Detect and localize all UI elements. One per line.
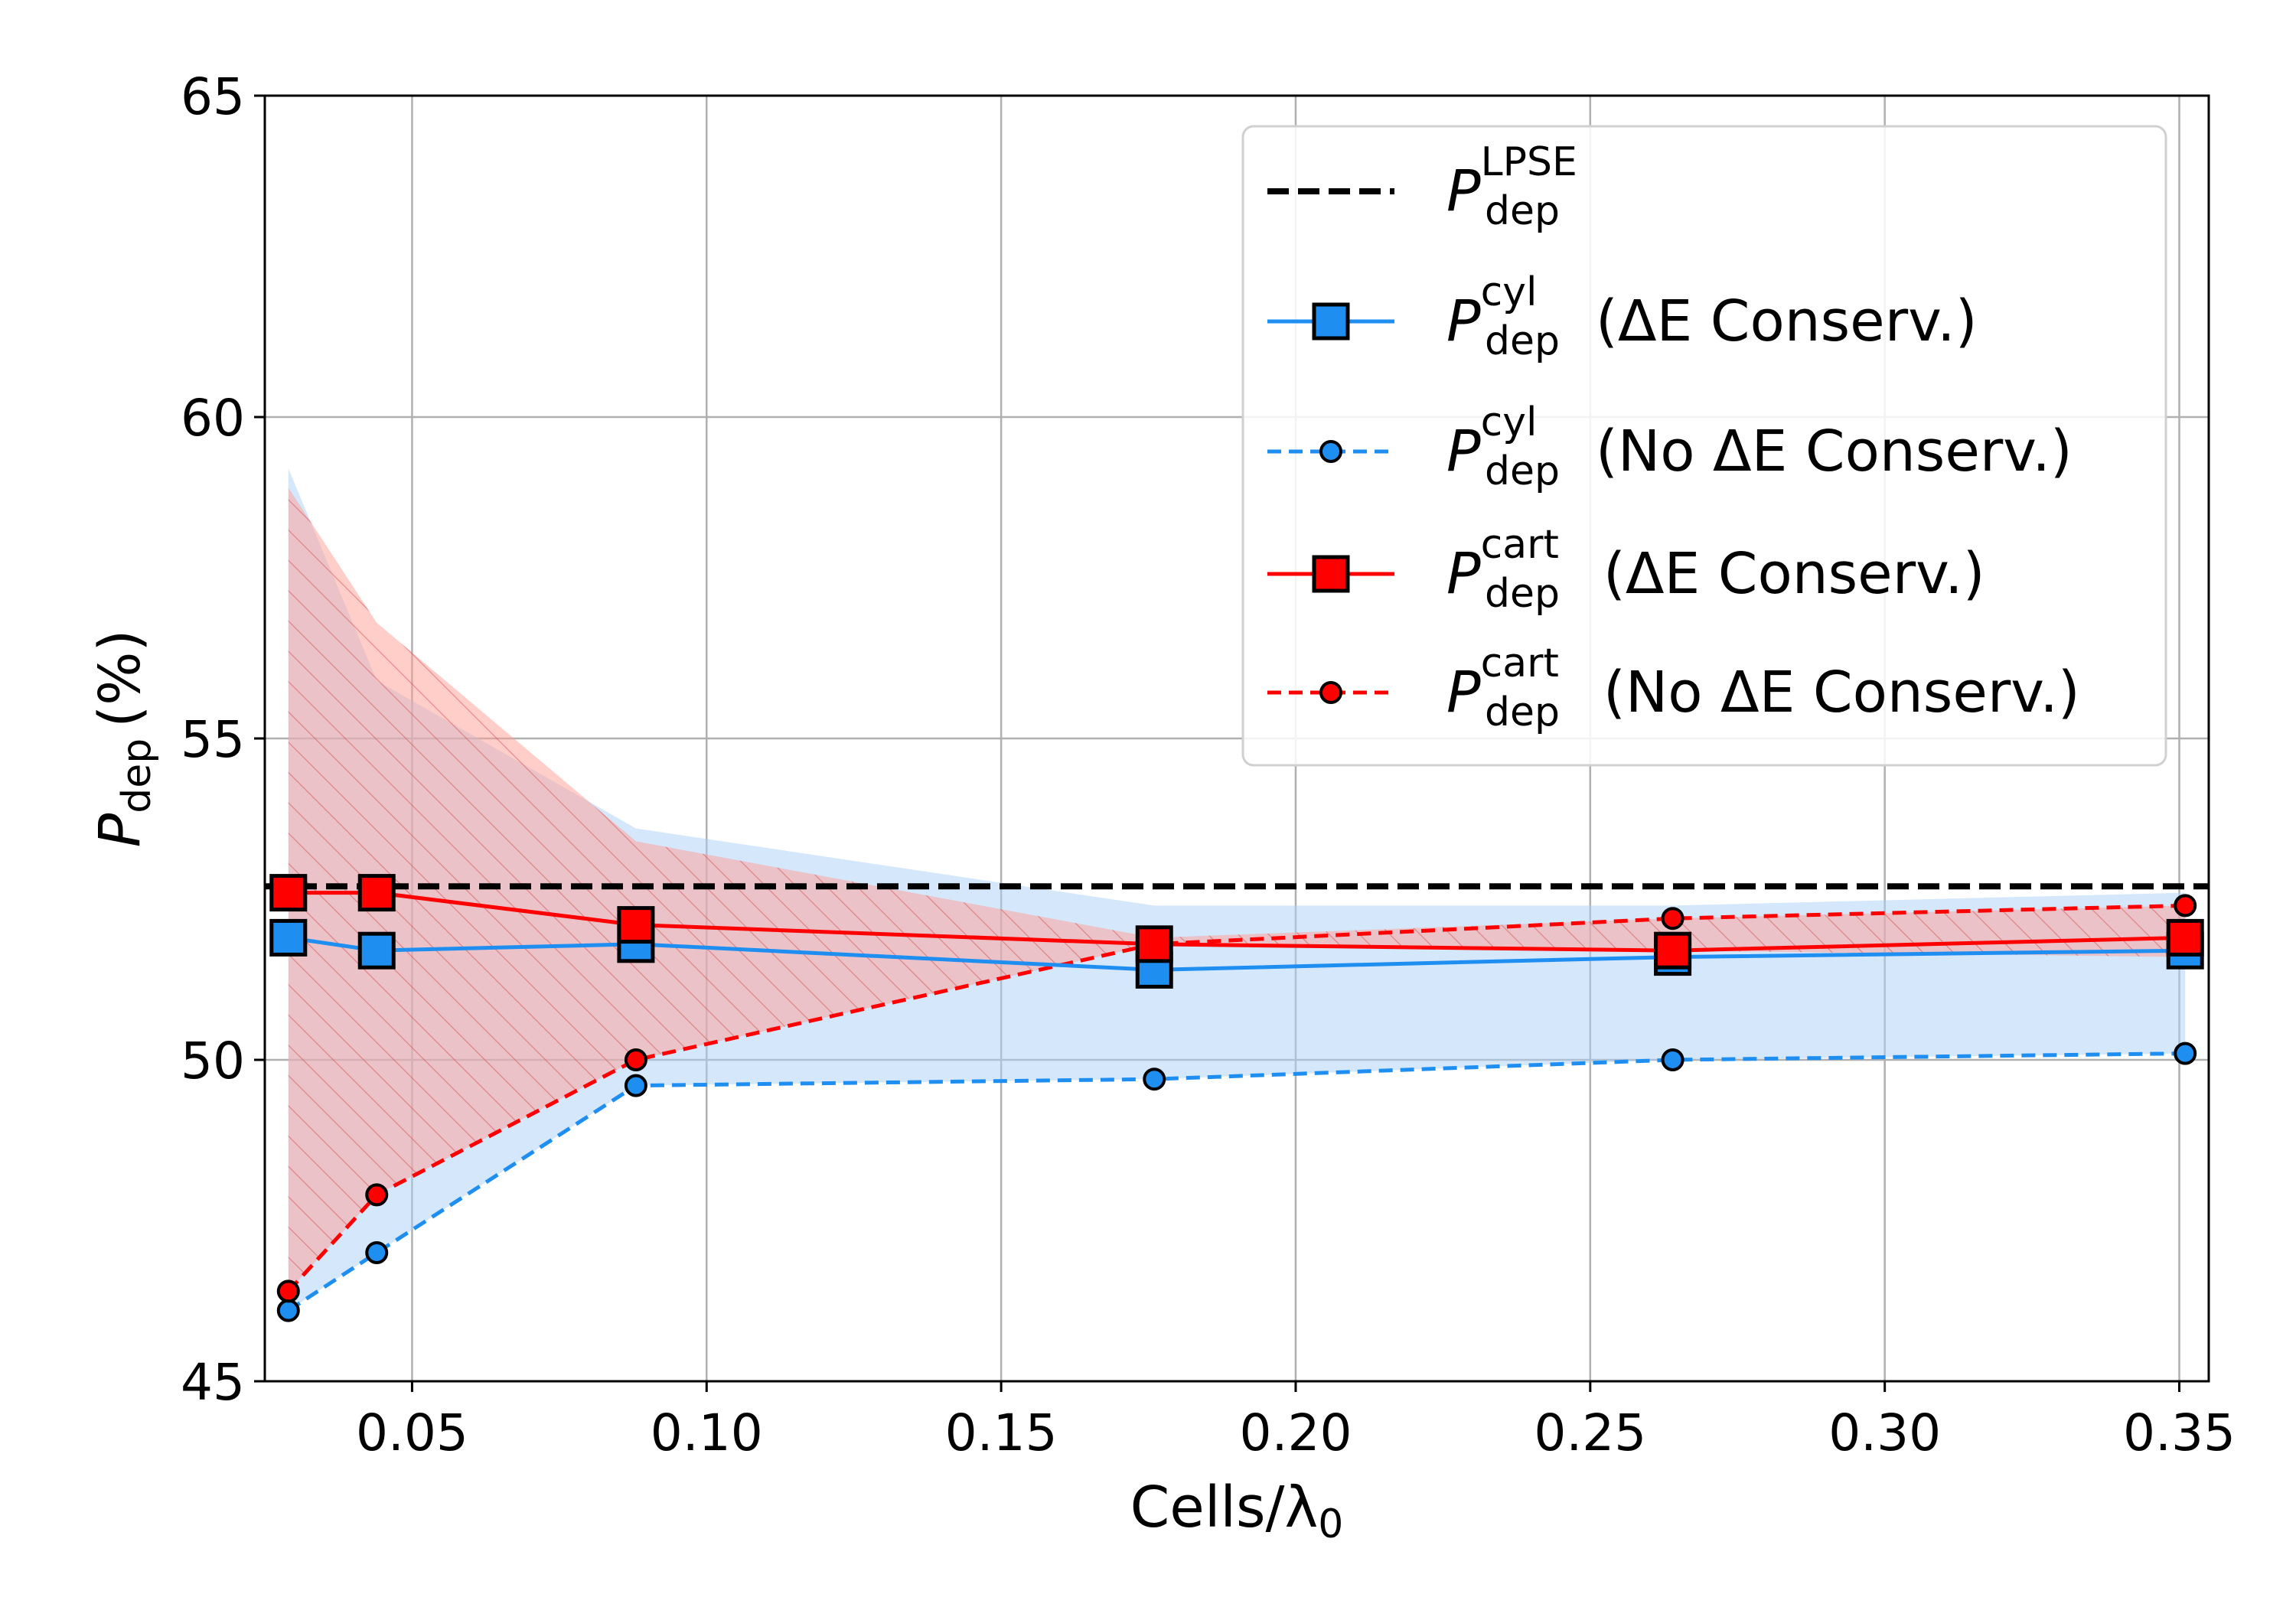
x-axis-label: Cells/λ0 — [1130, 1475, 1344, 1547]
uncertainty-bands — [288, 468, 2186, 1311]
series-marker-square — [1135, 925, 1173, 963]
series-marker-circle — [624, 1048, 647, 1071]
series-marker-circle — [1143, 1068, 1166, 1091]
legend: PLPSE dep Pcyl dep (ΔE Conserv.) Pcyl dep (No… — [1241, 125, 2167, 767]
series-marker-circle — [276, 1279, 300, 1303]
x-tick-label: 0.30 — [1828, 1403, 1941, 1462]
y-tick-label: 50 — [181, 1032, 245, 1090]
x-tick-label: 0.15 — [945, 1403, 1058, 1462]
y-axis-label-sub: dep — [114, 738, 160, 813]
x-axis-label-main: Cells/λ — [1130, 1475, 1319, 1540]
x-tick-label: 0.25 — [1534, 1403, 1646, 1462]
legend-marker-cyl-noconserv — [1319, 440, 1342, 463]
series-marker-circle — [365, 1241, 389, 1264]
legend-marker-cart-conserv — [1312, 555, 1350, 593]
series-marker-square — [357, 874, 396, 912]
y-tick-label: 45 — [181, 1353, 245, 1412]
x-tick-label: 0.10 — [651, 1403, 763, 1462]
x-tick-label: 0.35 — [2123, 1403, 2236, 1462]
x-tick-label: 0.05 — [356, 1403, 468, 1462]
y-tick-label: 55 — [181, 710, 245, 769]
series-line — [287, 1051, 2186, 1312]
data-series — [269, 874, 2204, 1322]
series-marker-circle — [1661, 1048, 1684, 1071]
series-marker-square — [1654, 931, 1692, 970]
series-marker-circle — [624, 1074, 647, 1097]
series-marker-circle — [276, 1299, 300, 1322]
series-marker-square — [617, 906, 655, 944]
legend-frame — [1241, 125, 2167, 767]
legend-label-cyl-noconserv: Pcyl dep (No ΔE Conserv.) — [1446, 399, 2073, 494]
series-marker-circle — [365, 1183, 389, 1207]
y-tick-label: 60 — [181, 389, 245, 448]
series-marker-circle — [2174, 894, 2197, 918]
legend-label-cart-conserv: Pcart dep (ΔE Conserv.) — [1446, 522, 1985, 617]
legend-marker-cart-noconserv — [1319, 681, 1342, 704]
series-marker-circle — [2174, 1041, 2197, 1065]
series-line — [286, 903, 2186, 1293]
y-axis-label-unit: (%) — [87, 630, 153, 728]
series-marker-circle — [1661, 907, 1684, 931]
cart-band-hatch — [288, 487, 2186, 1292]
series-marker-square — [357, 931, 396, 970]
x-tick-label: 0.20 — [1239, 1403, 1352, 1462]
series-marker-square — [269, 874, 308, 912]
y-axis-label-p: P — [87, 813, 153, 847]
series-marker-square — [2166, 918, 2204, 957]
y-axis-label: Pdep (%) — [87, 630, 160, 848]
y-tick-label: 65 — [181, 67, 245, 126]
legend-label-cart-noconserv: Pcart dep (No ΔE Conserv.) — [1446, 641, 2080, 735]
series-marker-square — [269, 918, 308, 957]
axis-ticks: 0.05 0.10 0.15 0.20 0.25 0.30 0.35 45 50 55 60 65 — [181, 67, 2236, 1462]
x-axis-label-sub: 0 — [1318, 1501, 1343, 1547]
legend-label-cyl-conserv: Pcyl dep (ΔE Conserv.) — [1446, 269, 1978, 364]
legend-label-lpse: PLPSE dep — [1446, 139, 1577, 234]
legend-marker-cyl-conserv — [1312, 302, 1350, 341]
